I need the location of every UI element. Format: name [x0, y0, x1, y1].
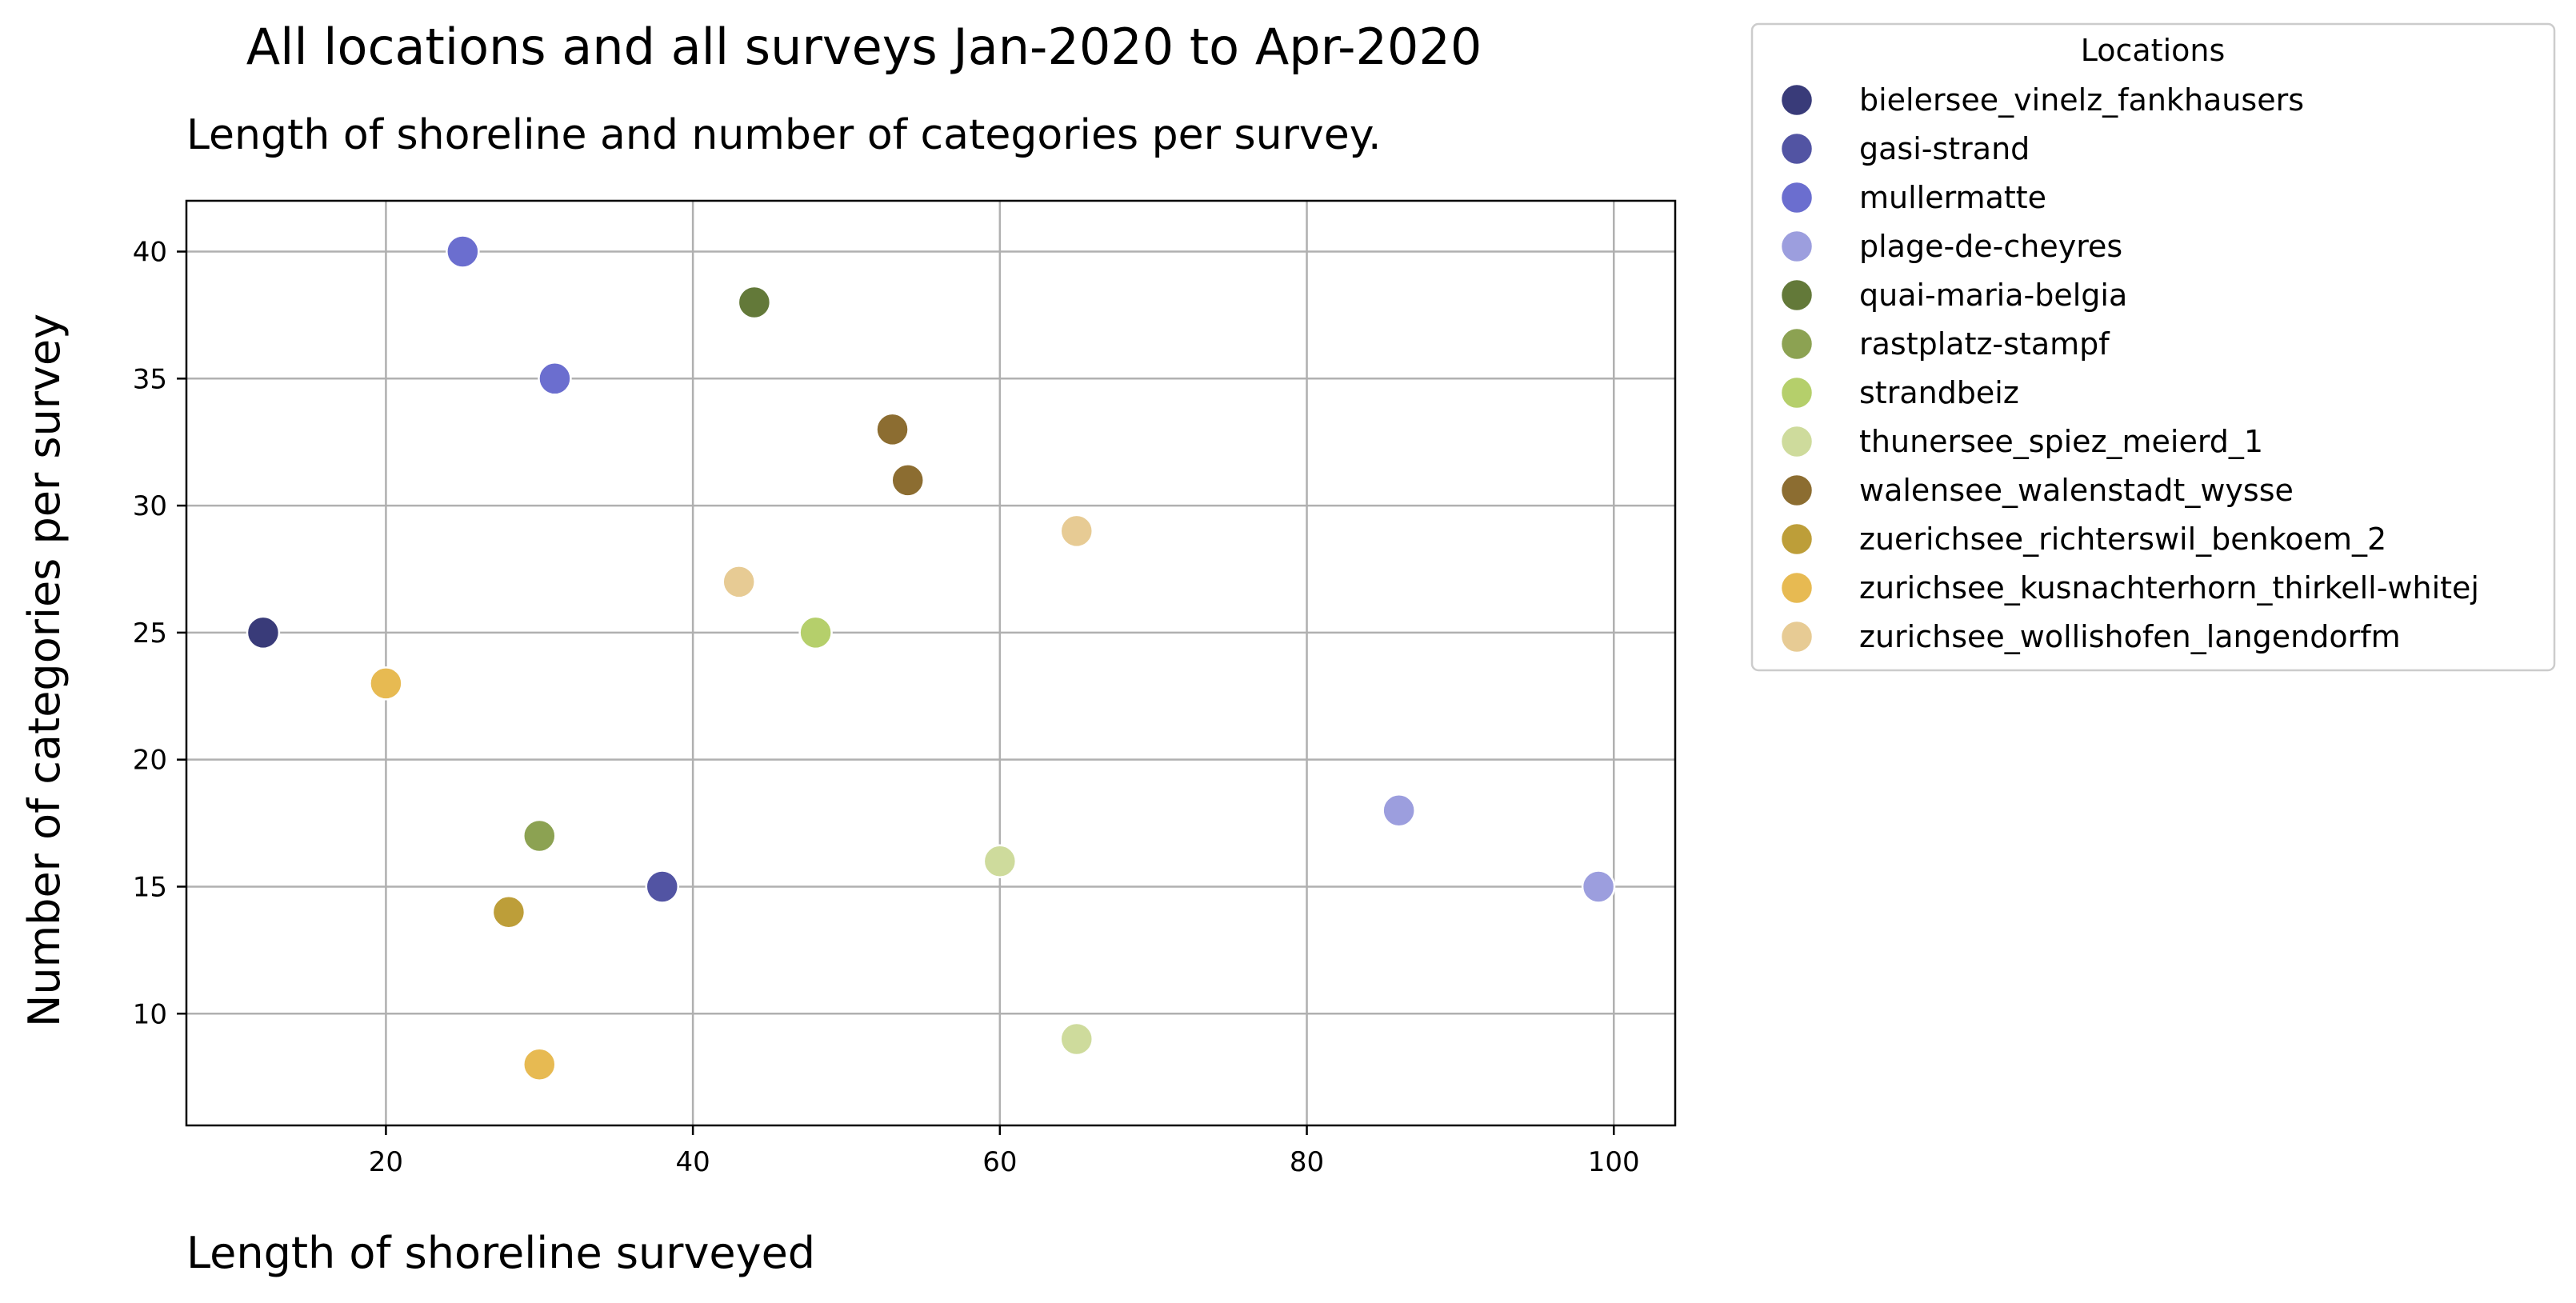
legend-marker	[1779, 82, 1814, 118]
legend-marker	[1779, 619, 1814, 654]
legend-label: zuerichsee_richterswil_benkoem_2	[1859, 522, 2386, 557]
legend-label: strandbeiz	[1859, 375, 2019, 410]
legend-marker	[1779, 326, 1814, 362]
legend: Locations bielersee_vinelz_fankhausersga…	[1750, 22, 2556, 672]
data-points	[246, 234, 1616, 1082]
legend-label: zurichsee_kusnachterhorn_thirkell-whitej	[1859, 570, 2479, 606]
legend-marker	[1779, 424, 1814, 459]
legend-label: quai-maria-belgia	[1859, 278, 2127, 313]
data-point	[645, 869, 680, 904]
legend-label: mullermatte	[1859, 180, 2046, 215]
y-tick-label: 25	[133, 618, 167, 650]
chart-title: All locations and all surveys Jan-2020 t…	[246, 18, 1482, 76]
data-point	[875, 412, 910, 447]
y-tick-label: 10	[133, 998, 167, 1030]
y-tick-label: 40	[133, 237, 167, 269]
grid	[186, 201, 1675, 1125]
data-point	[522, 1047, 557, 1082]
data-point	[538, 362, 572, 396]
x-axis-label: Length of shoreline surveyed	[186, 1228, 815, 1278]
data-point	[737, 285, 772, 320]
legend-marker	[1779, 570, 1814, 606]
y-tick-label: 15	[133, 871, 167, 903]
legend-label: plage-de-cheyres	[1859, 229, 2122, 264]
data-point	[446, 234, 480, 269]
legend-label: thunersee_spiez_meierd_1	[1859, 424, 2263, 459]
data-point	[1059, 514, 1094, 549]
data-point	[1059, 1021, 1094, 1057]
x-tick-label: 100	[1588, 1146, 1640, 1178]
legend-marker	[1779, 375, 1814, 410]
legend-items: bielersee_vinelz_fankhausers gasi-strand m…	[1779, 82, 2479, 654]
data-point	[982, 844, 1018, 878]
data-point	[1581, 869, 1616, 904]
legend-marker	[1779, 522, 1814, 557]
legend-marker	[1779, 131, 1814, 166]
legend-label: gasi-strand	[1859, 131, 2030, 166]
legend-marker	[1779, 278, 1814, 313]
y-tick-label: 20	[133, 745, 167, 777]
legend-label: bielersee_vinelz_fankhausers	[1859, 82, 2304, 118]
legend-marker	[1779, 229, 1814, 264]
data-point	[491, 894, 526, 929]
chart-subtitle: Length of shoreline and number of catego…	[186, 111, 1382, 159]
plot-area	[185, 199, 1677, 1127]
data-point	[722, 565, 756, 599]
data-point	[522, 818, 557, 853]
x-tick-label: 20	[369, 1146, 403, 1178]
y-tick-label: 30	[133, 490, 167, 522]
y-axis-label: Number of categories per survey	[19, 314, 70, 1027]
legend-label: walensee_walenstadt_wysse	[1859, 473, 2294, 508]
x-tick-label: 60	[982, 1146, 1017, 1178]
y-tick-label: 35	[133, 363, 167, 395]
axis-ticks: 20 40 60 80 100 10 15 20 25 30 35 40	[133, 237, 1640, 1178]
legend-frame	[1750, 22, 2556, 672]
legend-label: zurichsee_wollishofen_langendorfm	[1859, 619, 2401, 654]
x-tick-label: 80	[1290, 1146, 1324, 1178]
data-point	[798, 615, 833, 650]
x-tick-label: 40	[675, 1146, 710, 1178]
data-point	[369, 666, 403, 701]
legend-label: rastplatz-stampf	[1859, 326, 2110, 362]
legend-marker	[1779, 180, 1814, 215]
data-point	[890, 463, 925, 498]
legend-title: Locations	[2081, 33, 2226, 68]
legend-marker	[1779, 473, 1814, 508]
data-point	[1382, 793, 1416, 828]
data-point	[246, 615, 281, 650]
